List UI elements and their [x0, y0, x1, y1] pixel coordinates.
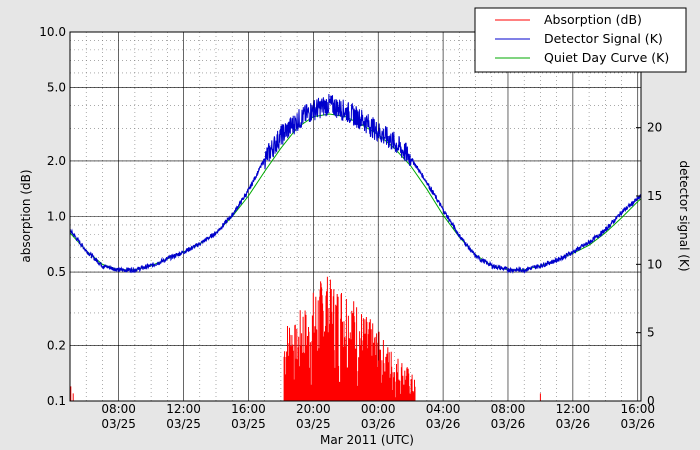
right-tick-label: 10	[647, 257, 662, 271]
x-tick-label-date: 03/26	[620, 417, 655, 431]
x-tick-label-time: 08:00	[491, 402, 526, 416]
right-tick-label: 15	[647, 189, 662, 203]
right-tick-label: 0	[647, 394, 655, 408]
legend-label-absorption: Absorption (dB)	[544, 12, 642, 27]
legend: Absorption (dB) Detector Signal (K) Quie…	[474, 7, 687, 73]
left-axis-label: absorption (dB)	[19, 169, 33, 262]
x-axis: 08:0003/2512:0003/2516:0003/2520:0003/25…	[101, 402, 655, 431]
left-tick-label: 0.5	[47, 265, 66, 279]
x-axis-label: Mar 2011 (UTC)	[320, 433, 414, 447]
left-axis: 0.1 0.2 0.5 1.0 2.0 5.0 10.0	[39, 25, 66, 408]
left-tick-label: 1.0	[47, 210, 66, 224]
left-tick-label: 5.0	[47, 81, 66, 95]
x-tick-label-time: 04:00	[426, 402, 461, 416]
series-detector-signal	[69, 93, 642, 274]
x-tick-label-date: 03/25	[101, 417, 136, 431]
x-tick-label-date: 03/25	[166, 417, 201, 431]
left-tick-label: 0.1	[47, 394, 66, 408]
x-tick-label-date: 03/26	[491, 417, 526, 431]
x-tick-label-date: 03/26	[361, 417, 396, 431]
major-grid	[70, 31, 641, 402]
x-tick-label-date: 03/25	[231, 417, 266, 431]
x-tick-label-time: 00:00	[361, 402, 396, 416]
legend-box	[474, 7, 687, 73]
x-tick-label-date: 03/25	[296, 417, 331, 431]
right-tick-label: 5	[647, 326, 655, 340]
series-absorption	[70, 276, 541, 401]
x-tick-label-time: 08:00	[101, 402, 136, 416]
left-tick-label: 10.0	[39, 25, 66, 39]
plot-frame	[69, 31, 642, 402]
x-tick-label-time: 16:00	[231, 402, 266, 416]
right-axis-label: detector signal (K)	[677, 160, 691, 271]
x-tick-label-time: 12:00	[166, 402, 201, 416]
x-tick-label-date: 03/26	[556, 417, 591, 431]
x-tick-label-time: 12:00	[556, 402, 591, 416]
series-layer	[69, 93, 642, 401]
x-tick-label-time: 16:00	[620, 402, 655, 416]
right-tick-label: 20	[647, 121, 662, 135]
left-tick-label: 2.0	[47, 154, 66, 168]
legend-label-quiet-day-curve: Quiet Day Curve (K)	[544, 50, 669, 65]
legend-label-detector-signal: Detector Signal (K)	[544, 31, 663, 46]
left-tick-label: 0.2	[47, 338, 66, 352]
x-tick-label-date: 03/26	[426, 417, 461, 431]
x-tick-label-time: 20:00	[296, 402, 331, 416]
